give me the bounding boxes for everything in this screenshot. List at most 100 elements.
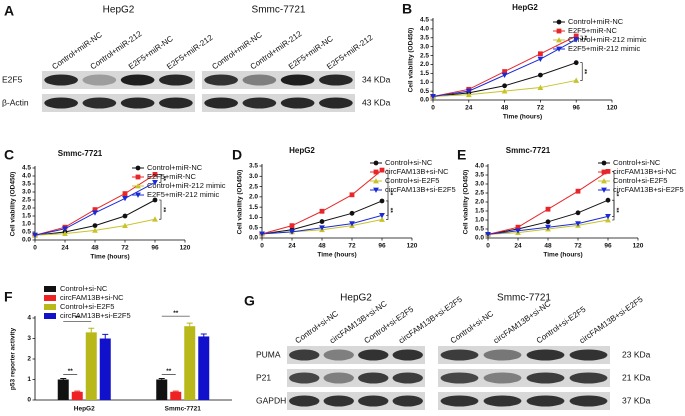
error-bar (88, 327, 95, 333)
marker (515, 228, 521, 234)
marker (373, 187, 379, 193)
panel-letter: F (4, 289, 13, 305)
marker (373, 169, 379, 175)
chart-title: HepG2 (289, 146, 315, 155)
marker (349, 210, 355, 216)
error-bar (74, 390, 81, 392)
y-tick-label: 1.0 (420, 79, 429, 86)
marker (501, 72, 508, 79)
y-tick-label: 1.5 (249, 204, 258, 211)
blot-band (159, 74, 193, 86)
x-tick-label: 24 (61, 245, 69, 252)
legend-label: circFAM13B+si-NC (613, 167, 677, 176)
marker (373, 178, 379, 184)
blot-background (42, 71, 195, 89)
marker (556, 19, 562, 25)
marker (152, 216, 158, 222)
marker (601, 178, 607, 184)
blot-band (483, 349, 522, 361)
marker (465, 91, 472, 98)
error-bar (200, 333, 207, 337)
blot-band (289, 349, 320, 361)
marker (152, 197, 158, 203)
y-axis-label: Cell viability (OD450) (408, 28, 415, 93)
y-tick-label: 1.0 (249, 214, 258, 221)
y-tick-label: 1.5 (475, 208, 484, 215)
marker (501, 88, 508, 94)
y-tick-label: 3.5 (249, 163, 258, 170)
x-tick-label: 48 (318, 243, 326, 250)
legend-label: circFAM13B+si-NC (60, 293, 124, 302)
blot-background (202, 71, 355, 89)
x-tick-label: 24 (514, 243, 522, 250)
y-axis-label: Cell viability (OD450) (10, 172, 17, 237)
marker (556, 46, 562, 52)
marker (349, 192, 355, 198)
legend-label: circFAM13B+si-E2F5 (60, 311, 131, 320)
x-tick-label: 120 (407, 243, 418, 250)
y-tick-label: 4 (27, 315, 31, 322)
y-tick-label: 2.0 (420, 61, 429, 68)
legend-label: Control+si-NC (60, 284, 108, 293)
marker (135, 174, 141, 180)
marker (92, 227, 98, 233)
annotation: ** (173, 310, 179, 317)
marker (289, 229, 295, 235)
error-bar (60, 377, 67, 380)
x-tick-label: 72 (574, 243, 582, 250)
size-label: 34 KDa (362, 74, 391, 84)
bracket (386, 169, 389, 216)
blot-group-label: Smmc-7721 (252, 5, 306, 16)
blot-band (569, 372, 608, 384)
marker (556, 37, 562, 43)
marker (545, 219, 551, 225)
x-tick-label: 0 (33, 245, 37, 252)
legend-swatch (44, 304, 56, 310)
marker (465, 88, 472, 95)
y-tick-label: 0.0 (22, 237, 31, 244)
panel-letter: B (402, 1, 412, 17)
x-tick-label: 48 (91, 245, 99, 252)
x-tick-label: 96 (604, 243, 612, 250)
marker (379, 212, 385, 219)
x-tick-label: 48 (544, 243, 552, 250)
blot-band (280, 97, 315, 109)
x-axis-label: Time (hours) (90, 254, 129, 261)
marker (135, 192, 141, 198)
y-tick-label: 4.0 (22, 173, 31, 180)
marker (319, 225, 325, 231)
marker (152, 172, 158, 177)
size-label: 37 KDa (622, 395, 651, 405)
y-tick-label: 3.0 (475, 181, 484, 188)
blot-background (438, 392, 610, 410)
lane-label: circFAM13B+si-E2F5 (578, 294, 645, 345)
bracket (159, 199, 162, 220)
annotation: ** (612, 208, 619, 214)
marker (537, 56, 544, 63)
row-label: GAPDH (256, 395, 286, 405)
marker (575, 210, 581, 216)
blot-band (358, 349, 389, 361)
legend-label: Control+si-NC (385, 158, 433, 167)
x-tick-label: 24 (288, 243, 296, 250)
marker (502, 83, 507, 89)
marker (62, 226, 68, 232)
marker (289, 223, 295, 229)
marker (605, 214, 611, 220)
y-tick-label: 0.5 (249, 224, 258, 231)
blot-band (323, 349, 354, 361)
y-axis-label: Cell viability (OD450) (463, 170, 470, 235)
marker (537, 84, 544, 90)
blot-band (289, 372, 320, 384)
annotation: ** (159, 207, 166, 213)
y-tick-label: 2.0 (249, 194, 258, 201)
x-tick-label: 96 (378, 243, 386, 250)
legend-label: E2F5+miR-NC (568, 26, 618, 35)
marker (605, 169, 611, 174)
blot-band (392, 349, 423, 361)
blot-background (287, 369, 425, 387)
marker (32, 232, 38, 239)
marker (152, 180, 158, 186)
blot-background (438, 369, 610, 387)
